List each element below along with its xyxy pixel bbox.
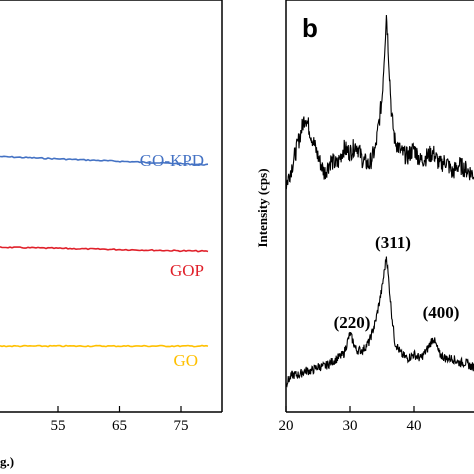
panel-a-tick-label-55: 55 xyxy=(51,418,66,434)
panel-b-tick-label-40: 40 xyxy=(407,418,422,434)
xrd-trace-lower xyxy=(285,256,474,388)
series-label-go: GO xyxy=(173,351,198,370)
panel-a-x-ticks: 55 65 75 xyxy=(51,406,189,434)
panel-b: b Intensity (cps) 20 30 40 (311) (220) (40… xyxy=(255,0,474,434)
series-line-gop xyxy=(0,246,209,253)
panel-a-series xyxy=(0,155,209,348)
peak-label-400: (400) xyxy=(423,303,460,322)
xrd-trace-upper xyxy=(285,14,474,190)
panel-a-tick-label-65: 65 xyxy=(112,418,127,434)
panel-a: 55 65 75 GO-KPD GOP GO g.) xyxy=(0,0,223,469)
panel-b-tick-label-20: 20 xyxy=(279,418,294,434)
peak-label-311: (311) xyxy=(375,233,411,252)
panel-b-label: b xyxy=(302,13,318,43)
panel-b-series xyxy=(285,14,474,388)
peak-label-220: (220) xyxy=(334,313,371,332)
panel-b-tick-label-30: 30 xyxy=(343,418,358,434)
series-label-gop: GOP xyxy=(170,261,204,280)
panel-a-x-axis-label: g.) xyxy=(0,454,14,469)
series-line-go-kpd xyxy=(0,155,209,166)
panel-b-x-ticks: 20 30 40 xyxy=(279,406,422,434)
panel-a-tick-label-75: 75 xyxy=(174,418,189,434)
series-label-go-kpd: GO-KPD xyxy=(140,151,204,170)
series-line-go xyxy=(0,344,209,348)
panel-b-y-axis-label: Intensity (cps) xyxy=(255,168,270,247)
